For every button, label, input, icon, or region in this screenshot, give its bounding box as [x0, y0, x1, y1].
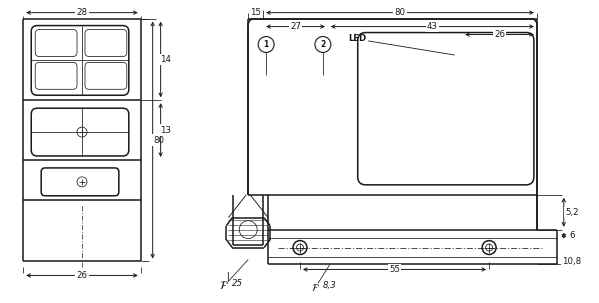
Text: 26: 26: [494, 30, 505, 39]
Text: 80: 80: [153, 135, 164, 145]
Text: 10,8: 10,8: [562, 258, 581, 267]
Text: 25: 25: [232, 279, 243, 288]
Circle shape: [315, 37, 331, 52]
Circle shape: [482, 241, 496, 255]
Circle shape: [239, 221, 257, 238]
Text: 13: 13: [160, 126, 171, 135]
Text: 14: 14: [160, 55, 171, 64]
Text: 1: 1: [264, 40, 269, 49]
Text: LED: LED: [348, 34, 366, 43]
Text: 5,2: 5,2: [565, 208, 579, 217]
Text: 6: 6: [569, 231, 574, 240]
Text: 15: 15: [250, 8, 261, 17]
Text: 2: 2: [320, 40, 325, 49]
Text: 27: 27: [290, 22, 301, 31]
Text: 26: 26: [77, 271, 87, 280]
Text: 80: 80: [395, 8, 406, 17]
Circle shape: [293, 241, 307, 255]
Text: $\mathcal{F}$: $\mathcal{F}$: [311, 282, 320, 293]
Text: 8,3: 8,3: [323, 281, 337, 290]
Text: $\mathcal{F}$: $\mathcal{F}$: [219, 279, 229, 291]
Text: 28: 28: [77, 8, 87, 17]
Circle shape: [258, 37, 274, 52]
Text: 43: 43: [427, 22, 438, 31]
Text: 55: 55: [389, 265, 400, 274]
